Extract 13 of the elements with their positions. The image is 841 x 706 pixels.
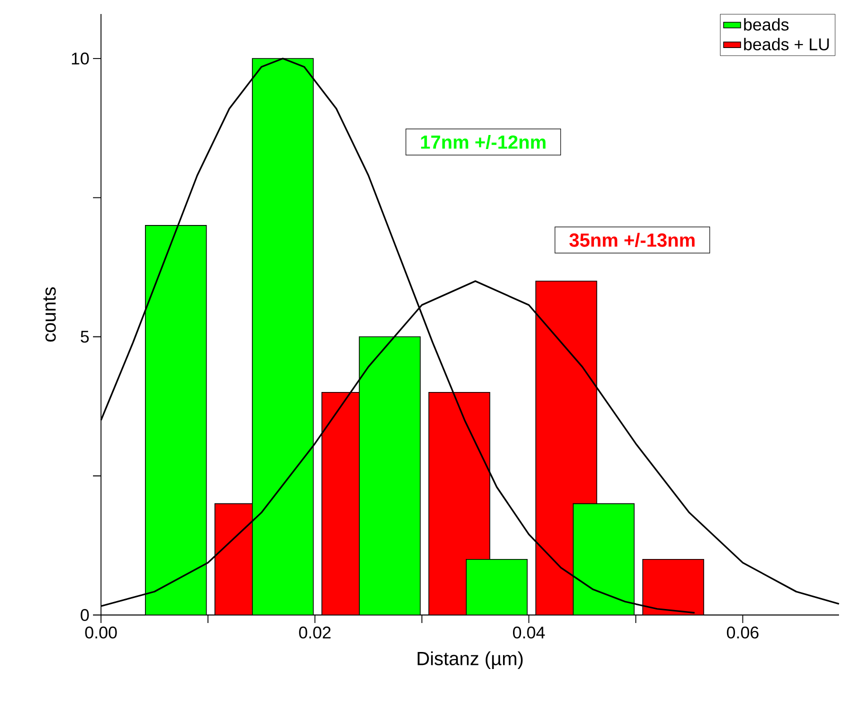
x-axis-title: Distanz (µm)	[418, 651, 523, 669]
annotation: 17nm +/-12nm	[421, 134, 546, 150]
y-tick-label: 0	[80, 609, 89, 621]
y-tick-label: 5	[80, 330, 89, 343]
legend-label: beads + LU	[744, 38, 829, 50]
annotation: 35nm +/-13nm	[569, 232, 695, 248]
legend-label: beads	[744, 18, 789, 31]
y-tick-label: 10	[72, 52, 89, 65]
x-tick-label: 0.00	[85, 626, 117, 639]
x-tick-label: 0.02	[299, 626, 331, 639]
x-tick-label: 0.04	[513, 626, 545, 639]
y-axis-title: counts	[43, 287, 56, 342]
x-tick-label: 0.06	[726, 626, 758, 639]
